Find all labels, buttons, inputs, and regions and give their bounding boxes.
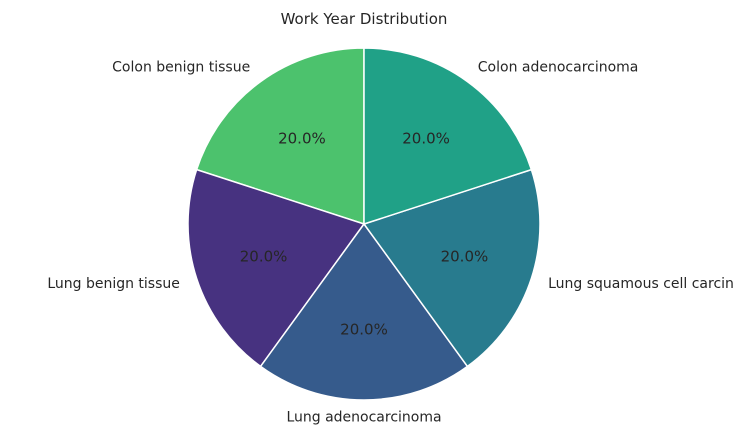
chart-title: Work Year Distribution <box>281 10 448 28</box>
pie-slice-lung-adenocarcinoma <box>259 223 469 401</box>
category-label-lung-squamous-cell-carcinoma: Lung squamous cell carcinoma <box>548 276 733 292</box>
percent-label-lung-squamous-cell-carcinoma: 20.0% <box>441 248 489 266</box>
pie-slice-lung-benign-tissue <box>187 168 365 368</box>
pie-slice-colon-benign-tissue <box>195 47 365 225</box>
category-labels: Colon benign tissue Lung benign tissue Lun… <box>47 59 733 425</box>
percent-label-colon-benign-tissue: 20.0% <box>278 130 326 148</box>
pie-slice-lung-squamous-cell-carcinoma <box>363 168 541 368</box>
category-label-colon-benign-tissue: Colon benign tissue <box>112 59 250 75</box>
percent-label-colon-adenocarcinoma: 20.0% <box>402 130 450 148</box>
category-label-lung-adenocarcinoma: Lung adenocarcinoma <box>286 410 441 426</box>
percent-labels: 20.0% 20.0% 20.0% 20.0% 20.0% <box>240 130 489 339</box>
category-label-colon-adenocarcinoma: Colon adenocarcinoma <box>478 59 639 75</box>
category-label-lung-benign-tissue: Lung benign tissue <box>47 276 180 292</box>
pie-slice-colon-adenocarcinoma <box>363 47 533 225</box>
percent-label-lung-adenocarcinoma: 20.0% <box>340 321 388 339</box>
percent-label-lung-benign-tissue: 20.0% <box>240 248 288 266</box>
pie-slices <box>187 47 541 401</box>
